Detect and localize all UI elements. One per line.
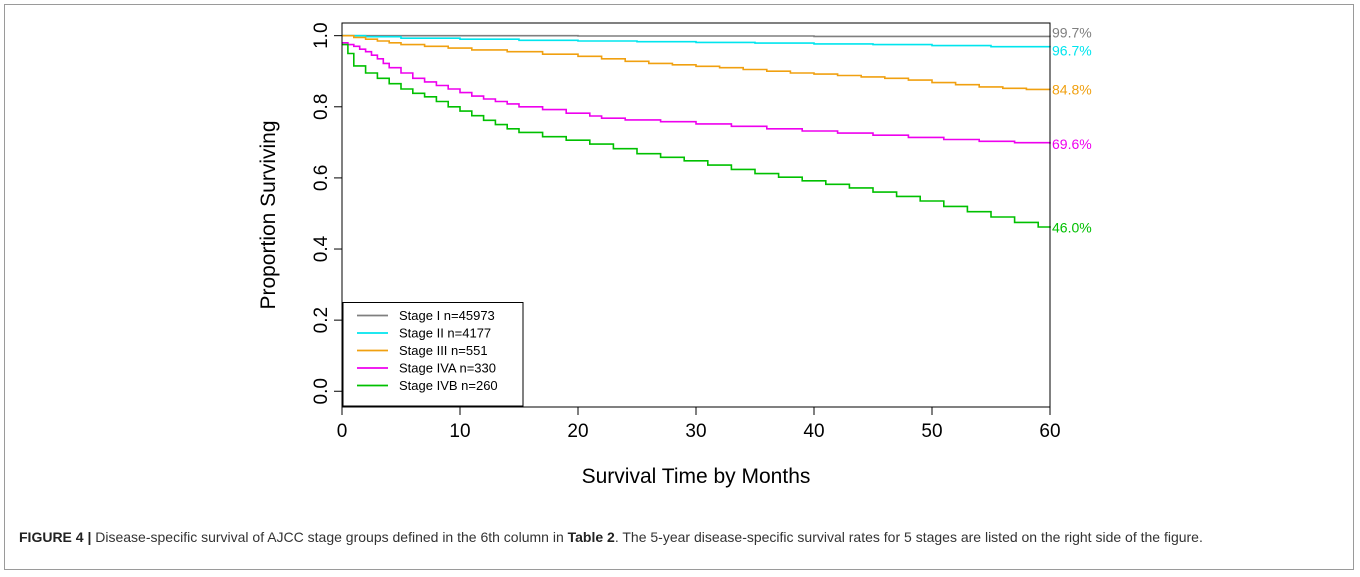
legend-label: Stage IVA n=330	[399, 361, 496, 376]
legend-label: Stage II n=4177	[399, 326, 491, 341]
x-axis: 0 10 20 30 40 50 60	[337, 407, 1061, 442]
curve-series-3	[342, 34, 1051, 91]
y-tick-label: 0.4	[311, 235, 332, 262]
figure-caption: FIGURE 4 | Disease-specific survival of …	[19, 527, 1349, 547]
x-tick-label: 50	[921, 421, 942, 442]
x-tick-label: 60	[1039, 421, 1060, 442]
curve-series-1	[342, 34, 1051, 38]
caption-label: FIGURE 4 |	[19, 529, 92, 545]
curve-series-4	[342, 42, 1051, 144]
y-tick-label: 0.0	[311, 378, 332, 404]
end-label-series-3: 84.8%	[1052, 82, 1092, 98]
caption-table-ref: Table 2	[567, 529, 615, 545]
y-axis-title: Proportion Surviving	[257, 120, 280, 309]
legend: Stage I n=45973 Stage II n=4177 Stage III …	[342, 302, 524, 407]
end-label-series-1: 99.7%	[1052, 25, 1092, 41]
y-axis: 0.0 0.2 0.4 0.6 0.8 1.0	[311, 22, 342, 404]
caption-text-after: . The 5-year disease-specific survival r…	[614, 529, 1203, 545]
y-tick-label: 0.2	[311, 307, 332, 333]
x-tick-label: 0	[337, 421, 348, 442]
x-axis-title: Survival Time by Months	[582, 465, 811, 488]
legend-box	[342, 302, 524, 407]
curve-series-5	[342, 43, 1051, 228]
y-tick-label: 1.0	[311, 22, 332, 48]
figure-frame: 0 10 20 30 40 50 60 0.0 0.2 0.4 0.6 0.8 1.0 Surviva…	[4, 4, 1354, 570]
end-label-series-4: 69.6%	[1052, 136, 1092, 152]
x-tick-label: 40	[803, 421, 824, 442]
y-tick-label: 0.6	[311, 165, 332, 191]
caption-text-before: Disease-specific survival of AJCC stage …	[91, 529, 568, 545]
y-tick-label: 0.8	[311, 94, 332, 120]
end-label-series-5: 46.0%	[1052, 220, 1092, 236]
legend-label: Stage IVB n=260	[399, 378, 498, 393]
legend-label: Stage III n=551	[399, 343, 488, 358]
end-labels: 99.7%96.7% 84.8% 69.6% 46.0%	[1052, 25, 1092, 236]
x-tick-label: 20	[567, 421, 588, 442]
x-tick-label: 30	[685, 421, 706, 442]
survival-chart: 0 10 20 30 40 50 60 0.0 0.2 0.4 0.6 0.8 1.0 Surviva…	[257, 22, 1092, 488]
end-label-series-2: 96.7%	[1052, 42, 1092, 58]
survival-curves	[342, 34, 1051, 228]
legend-label: Stage I n=45973	[399, 308, 495, 323]
curve-series-2	[342, 34, 1051, 48]
x-tick-label: 10	[449, 421, 470, 442]
